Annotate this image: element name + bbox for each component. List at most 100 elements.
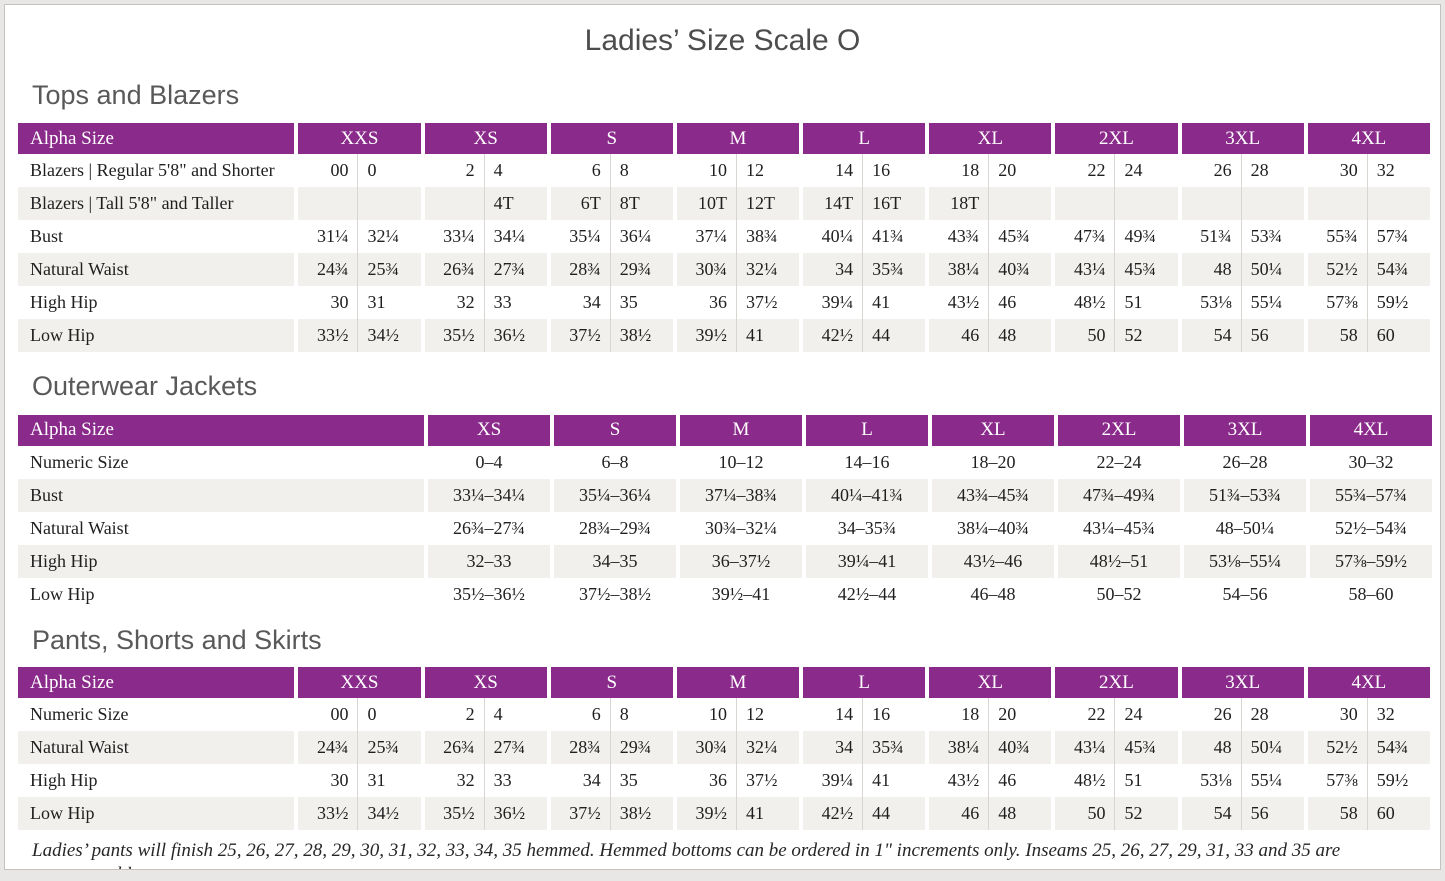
data-cell: 59½: [1366, 764, 1430, 798]
row-label: Blazers | Regular 5'8" and Shorter: [18, 154, 295, 188]
data-cell: 42½–44: [802, 577, 928, 611]
data-cell: 43½–46: [928, 544, 1054, 578]
data-cell: 34¼: [483, 220, 547, 254]
data-cell: 16: [862, 698, 926, 732]
data-cell: 27¾: [483, 253, 547, 287]
data-cell: 51¾: [1177, 220, 1241, 254]
data-cell: 37½: [546, 319, 610, 353]
data-cell: 51: [1114, 286, 1178, 320]
data-cell: 10T: [672, 187, 736, 221]
data-cell: 20: [988, 698, 1052, 732]
footnote: Ladies’ pants will finish 25, 26, 27, 28…: [32, 840, 1341, 869]
size-column-header: S: [550, 414, 676, 446]
document-page: Ladies’ Size Scale O Tops and Blazers Alp…: [4, 4, 1441, 870]
data-cell: 39¼–41: [802, 544, 928, 578]
data-cell: 29¾: [609, 253, 673, 287]
data-cell: 55¼: [1240, 764, 1304, 798]
data-cell: 54: [1177, 319, 1241, 353]
data-cell: 32: [420, 764, 484, 798]
data-cell: 28¾: [546, 253, 610, 287]
data-cell: 37½: [735, 764, 800, 798]
data-cell: 43½: [925, 286, 989, 320]
row-label: Natural Waist: [18, 731, 295, 765]
data-cell: [1114, 187, 1178, 221]
data-cell: 6: [546, 154, 610, 188]
data-cell: 35: [609, 764, 673, 798]
data-cell: 38¾: [735, 220, 800, 254]
data-cell: 45¾: [988, 220, 1052, 254]
data-cell: 58: [1303, 797, 1367, 831]
data-cell: 40¾: [988, 253, 1052, 287]
data-cell: 60: [1366, 797, 1430, 831]
table-row: Natural Waist 24¾ 25¾ 26¾ 27¾ 28¾ 29¾ 30¾ 32¼ 34 3…: [18, 253, 1430, 287]
data-cell: 50¼: [1240, 253, 1304, 287]
size-column-header: 4XL: [1303, 667, 1430, 699]
data-cell: 49¾: [1114, 220, 1178, 254]
data-cell: 16T: [862, 187, 926, 221]
data-cell: 24: [1114, 698, 1178, 732]
data-cell: 43½: [925, 764, 989, 798]
data-cell: 55¼: [1240, 286, 1304, 320]
data-cell: 39½: [672, 319, 736, 353]
data-cell: [1366, 187, 1430, 221]
data-cell: 6T: [546, 187, 610, 221]
data-cell: 52½: [1303, 731, 1367, 765]
alpha-size-header: Alpha Size: [18, 414, 424, 446]
table-row: Low Hip 33½ 34½ 35½ 36½ 37½ 38½ 39½ 41 42½ 44 46 48 5…: [18, 319, 1430, 353]
data-cell: 40¾: [988, 731, 1052, 765]
size-column-header: XS: [420, 667, 547, 699]
data-cell: 32: [1366, 698, 1430, 732]
data-cell: 42½: [799, 319, 863, 353]
data-cell: 28: [1240, 154, 1304, 188]
data-cell: 24¾: [294, 253, 358, 287]
size-column-header: XS: [424, 414, 550, 446]
size-column-header: 4XL: [1303, 123, 1430, 155]
data-cell: 28: [1240, 698, 1304, 732]
data-cell: 37½: [735, 286, 800, 320]
data-cell: 00: [294, 698, 358, 732]
table-row: High Hip 32–33 34–35 36–37½ 39¼–41 43½–46 48½–…: [18, 544, 1432, 578]
data-cell: 16: [862, 154, 926, 188]
data-cell: 36¼: [609, 220, 673, 254]
data-cell: 2: [420, 698, 484, 732]
section-title-tops-and-blazers: Tops and Blazers: [32, 80, 240, 110]
data-cell: [1051, 187, 1115, 221]
size-column-header: XS: [420, 123, 547, 155]
data-cell: 58–60: [1306, 577, 1432, 611]
size-column-header: 4XL: [1306, 414, 1432, 446]
table-pants-shorts-skirts: Alpha Size XXS XS S M L XL 2XL 3XL 4XL Numeric Siz…: [18, 667, 1430, 831]
data-cell: 20: [988, 154, 1052, 188]
data-cell: 38¼–40¾: [928, 511, 1054, 545]
table-row: Bust 31¼ 32¼ 33¼ 34¼ 35¼ 36¼ 37¼ 38¾ 40¼ 41¾ 43¾ 45¾…: [18, 220, 1430, 254]
alpha-size-header: Alpha Size: [18, 123, 295, 155]
data-cell: [357, 187, 421, 221]
size-column-header: XXS: [294, 123, 421, 155]
section-title-outerwear-jackets: Outerwear Jackets: [32, 371, 258, 402]
table-row: Natural Waist 26¾–27¾ 28¾–29¾ 30¾–32¼ 34–35¾…: [18, 511, 1432, 545]
data-cell: 10: [672, 154, 736, 188]
data-cell: 38¼: [925, 731, 989, 765]
data-cell: 10–12: [676, 445, 802, 479]
row-label: Low Hip: [18, 319, 295, 353]
data-cell: 36–37½: [676, 544, 802, 578]
data-cell: 52: [1114, 797, 1178, 831]
data-cell: 58: [1303, 319, 1367, 353]
row-label: Low Hip: [18, 577, 424, 611]
data-cell: 39¼: [799, 764, 863, 798]
data-cell: 34–35¾: [802, 511, 928, 545]
data-cell: 33¼–34¼: [424, 478, 550, 512]
data-cell: 14T: [799, 187, 863, 221]
data-cell: 28¾: [546, 731, 610, 765]
data-cell: 35¾: [862, 731, 926, 765]
data-cell: 42½: [799, 797, 863, 831]
data-cell: 8: [609, 698, 673, 732]
size-column-header: XL: [925, 667, 1052, 699]
data-cell: 45¾: [1114, 253, 1178, 287]
row-label: Natural Waist: [18, 511, 424, 545]
size-column-header: M: [676, 414, 802, 446]
data-cell: 18: [925, 154, 989, 188]
data-cell: 31¼: [294, 220, 358, 254]
data-cell: 37½: [546, 797, 610, 831]
table-row: Low Hip 35½–36½ 37½–38½ 39½–41 42½–44 46–48 50…: [18, 577, 1432, 611]
data-cell: 37¼: [672, 220, 736, 254]
